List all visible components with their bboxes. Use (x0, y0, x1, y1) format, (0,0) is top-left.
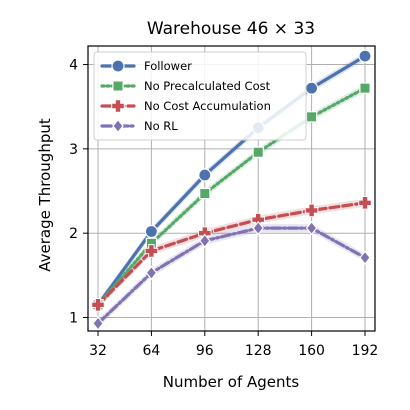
data-point (358, 196, 372, 210)
legend-marker (112, 80, 124, 92)
data-point (92, 316, 104, 331)
x-tick-label: 32 (89, 343, 107, 359)
data-point (305, 111, 318, 123)
data-point (304, 203, 319, 218)
data-point (252, 220, 265, 236)
data-point (304, 81, 319, 95)
plot-border (87, 45, 376, 332)
y-tick-label: 3 (69, 142, 78, 158)
data-point (199, 187, 211, 200)
legend-item: No Precalculated Cost (100, 79, 271, 93)
y-axis-label: Average Throughput (36, 118, 54, 272)
series-line (96, 86, 367, 307)
data-point (198, 168, 212, 182)
legend-marker (111, 59, 125, 73)
data-point (91, 298, 105, 312)
x-tick-label: 64 (142, 343, 160, 359)
legend-box (93, 51, 307, 141)
plot-frame (87, 45, 376, 332)
axis-ticks: 32 64 96 128 160 192 1 2 3 4 (69, 58, 378, 359)
data-point (359, 82, 371, 94)
data-point (144, 244, 159, 258)
y-tick-label: 4 (69, 58, 78, 74)
data-point (359, 250, 371, 265)
data-point (144, 224, 159, 239)
legend-label: No Cost Accumulation (144, 99, 271, 113)
data-point (145, 265, 158, 281)
legend-marker (112, 118, 124, 134)
legend-item: No RL (100, 118, 178, 134)
data-point (198, 233, 211, 249)
x-tick-label: 96 (196, 343, 214, 359)
y-tick-label: 1 (69, 311, 78, 327)
legend-item: No Cost Accumulation (100, 99, 271, 113)
series-line (96, 54, 367, 307)
x-tick-label: 128 (245, 343, 272, 359)
legend-marker (111, 99, 125, 113)
chart-title: Warehouse 46 × 33 (147, 19, 315, 39)
series-line (96, 201, 367, 307)
data-point (358, 49, 372, 63)
x-axis-label: Number of Agents (163, 373, 300, 391)
legend-label: No Precalculated Cost (144, 79, 271, 93)
legend-label: Follower (144, 59, 192, 73)
legend-item: Follower (100, 59, 192, 73)
data-point (252, 146, 264, 158)
legend: Follower No Precalculated Cost No Cost Acc… (93, 51, 307, 141)
y-tick-label: 2 (69, 226, 78, 242)
data-point (305, 220, 318, 236)
legend-label: No RL (144, 119, 178, 133)
series-line (96, 226, 367, 326)
x-tick-label: 160 (298, 343, 325, 359)
series-lines (96, 54, 367, 326)
x-tick-label: 192 (352, 343, 379, 359)
